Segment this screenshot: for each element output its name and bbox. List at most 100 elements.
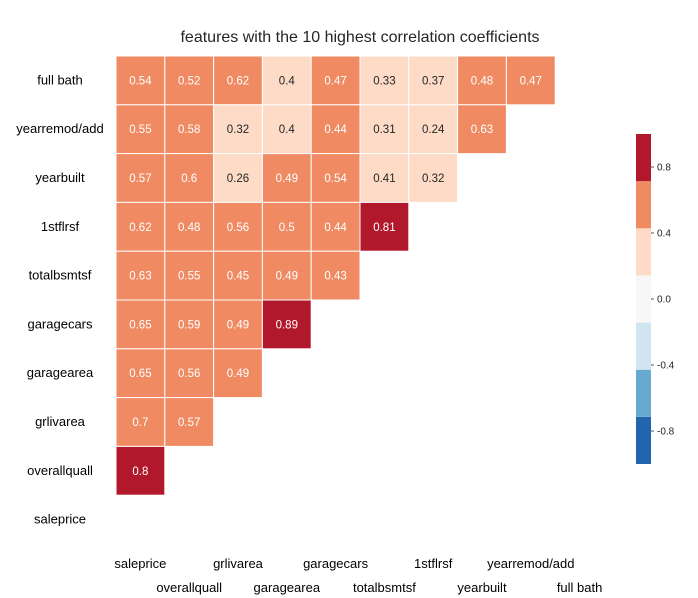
heatmap-cell [359,55,410,106]
x-tick-label-1stflrsf: 1stflrsf [414,556,453,571]
x-tick-label-yearremod-add: yearremod/add [487,556,574,571]
cell-value-label: 0.32 [422,173,444,185]
cell-value-label: 0.59 [178,319,200,331]
cell-value-label: 0.7 [132,417,148,429]
cell-value-label: 0.47 [324,75,346,87]
y-tick-label-yearbuilt: yearbuilt [35,170,85,185]
cell-value-label: 0.24 [422,124,445,136]
x-tick-label-garagearea: garagearea [254,580,321,595]
colorbar-tick-label: 0.8 [657,163,671,174]
heatmap-cell [261,201,312,252]
heatmap-cell [408,104,459,155]
cell-value-label: 0.52 [178,75,200,87]
cell-value-label: 0.65 [129,319,151,331]
colorbar-segment [636,322,651,370]
x-tick-label-grlivarea: grlivarea [213,556,264,571]
chart-title: features with the 10 highest correlation… [180,29,539,46]
heatmap-cell [213,201,263,252]
cell-value-label: 0.63 [129,271,151,283]
heatmap-cell [457,104,507,155]
colorbar-tick-label: -0.8 [657,427,675,438]
cell-value-label: 0.33 [373,75,395,87]
heatmap-cell [408,153,459,203]
heatmap-cell [213,348,263,399]
heatmap-cell [505,55,556,106]
heatmap-cell [164,153,215,203]
heatmap-cell [310,201,361,252]
x-tick-label-garagecars: garagecars [303,556,369,571]
cell-value-label: 0.58 [178,124,200,136]
heatmap-cell [115,153,166,203]
cell-value-label: 0.57 [129,173,151,185]
y-tick-label-overallquall: overallquall [27,463,93,478]
cell-value-label: 0.32 [227,124,249,136]
colorbar-segment [636,275,651,323]
y-tick-label-1stflrsf: 1stflrsf [41,219,80,234]
heatmap-cell [213,153,263,203]
cell-value-label: 0.49 [227,368,249,380]
y-tick-label-grlivarea: grlivarea [35,414,86,429]
cell-value-label: 0.31 [373,124,395,136]
heatmap-cell [359,153,410,203]
cell-value-label: 0.55 [178,271,200,283]
cell-value-label: 0.62 [129,222,151,234]
cell-value-label: 0.44 [324,124,347,136]
cell-value-label: 0.44 [324,222,347,234]
colorbar-segment [636,369,651,417]
y-tick-label-garagearea: garagearea [27,365,94,380]
heatmap-cell [310,153,361,203]
heatmap-cell [213,104,263,155]
cell-value-label: 0.62 [227,75,249,87]
cell-value-label: 0.8 [132,466,148,478]
heatmap-cell [164,55,215,106]
y-tick-labels: full bath yearremod/add yearbuilt 1stflrsf t… [16,72,103,526]
heatmap-cell [115,348,166,399]
cell-value-label: 0.57 [178,417,200,429]
x-tick-label-full-bath: full bath [557,580,603,595]
cell-value-label: 0.49 [276,173,298,185]
cell-value-label: 0.48 [178,222,200,234]
cell-value-label: 0.45 [227,271,249,283]
cell-value-label: 0.43 [324,271,346,283]
heatmap-cell [310,104,361,155]
x-tick-label-overallquall: overallquall [156,580,222,595]
cell-value-label: 0.55 [129,124,151,136]
cell-value-label: 0.63 [471,124,493,136]
heatmap-cell [115,397,166,447]
cell-value-label: 0.48 [471,75,493,87]
cell-value-label: 0.4 [279,124,296,136]
x-tick-labels: saleprice overallquall grlivarea garagearea… [114,556,602,595]
y-tick-label-totalbsmtsf: totalbsmtsf [29,268,92,283]
y-tick-label-yearremod-add: yearremod/add [16,121,103,136]
cell-value-label: 0.41 [373,173,395,185]
colorbar: 0.8 0.4 0.0 -0.4 -0.8 [636,134,675,464]
colorbar-segment [636,416,651,464]
colorbar-tick-label: -0.4 [657,361,675,372]
cell-value-label: 0.56 [178,368,200,380]
colorbar-tick-label: 0.0 [657,295,671,306]
cell-value-label: 0.26 [227,173,249,185]
heatmap-cell [261,153,312,203]
heatmap-cell [310,250,361,301]
cell-value-label: 0.37 [422,75,444,87]
heatmap-cell [164,299,215,350]
colorbar-segment [636,228,651,276]
cell-value-label: 0.6 [181,173,197,185]
heatmap-cell [115,55,166,106]
colorbar-tick-label: 0.4 [657,229,671,240]
colorbar-segment [636,134,651,182]
cell-value-label: 0.65 [129,368,151,380]
colorbar-segment [636,181,651,229]
heatmap-cell [457,55,507,106]
x-tick-label-saleprice: saleprice [114,556,166,571]
heatmap-cell [359,201,410,252]
cell-value-label: 0.49 [276,271,298,283]
heatmap-cell [115,104,166,155]
cell-value-label: 0.49 [227,319,249,331]
cell-value-label: 0.56 [227,222,249,234]
y-tick-label-saleprice: saleprice [34,512,86,527]
cell-value-label: 0.89 [276,319,298,331]
cell-value-label: 0.4 [279,75,296,87]
cell-value-label: 0.47 [520,75,542,87]
